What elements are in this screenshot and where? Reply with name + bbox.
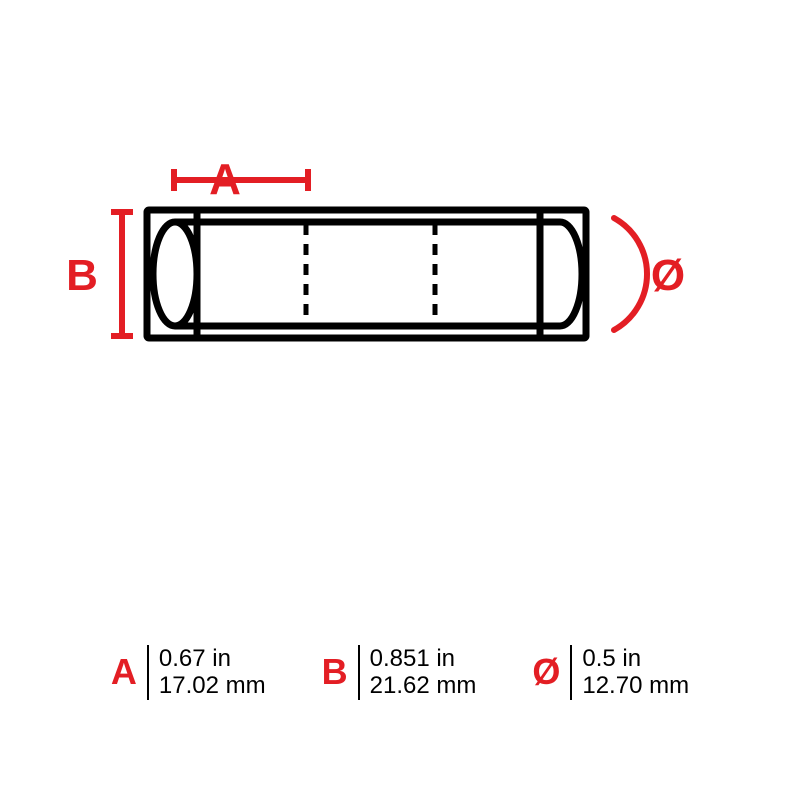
legend-d-mm: 12.70 mm	[582, 672, 689, 700]
legend-item-b: B 0.851 in 21.62 mm	[322, 645, 477, 700]
dimension-a-bracket	[174, 169, 308, 191]
legend-b-mm: 21.62 mm	[370, 672, 477, 700]
dimension-diameter-arc	[614, 218, 647, 330]
cylinder-end-right	[560, 222, 582, 326]
dimension-b-bracket	[111, 212, 133, 336]
cylinder-end-left	[153, 222, 197, 326]
dimension-diameter-label: Ø	[651, 251, 685, 300]
legend-b-inches: 0.851 in	[370, 645, 477, 673]
legend-d-inches: 0.5 in	[582, 645, 689, 673]
dimension-b-label: B	[66, 251, 98, 300]
legend-values-diameter: 0.5 in 12.70 mm	[570, 645, 689, 700]
legend-key-b: B	[322, 651, 358, 693]
legend-a-mm: 17.02 mm	[159, 672, 266, 700]
legend-a-inches: 0.67 in	[159, 645, 266, 673]
legend-key-diameter: Ø	[532, 651, 570, 693]
dimension-legend: A 0.67 in 17.02 mm B 0.851 in 21.62 mm Ø…	[0, 645, 800, 700]
dimension-a-label: A	[209, 155, 241, 204]
legend-values-a: 0.67 in 17.02 mm	[147, 645, 266, 700]
legend-item-diameter: Ø 0.5 in 12.70 mm	[532, 645, 689, 700]
legend-values-b: 0.851 in 21.62 mm	[358, 645, 477, 700]
legend-key-a: A	[111, 651, 147, 693]
legend-item-a: A 0.67 in 17.02 mm	[111, 645, 266, 700]
sleeve-outline	[147, 210, 586, 338]
